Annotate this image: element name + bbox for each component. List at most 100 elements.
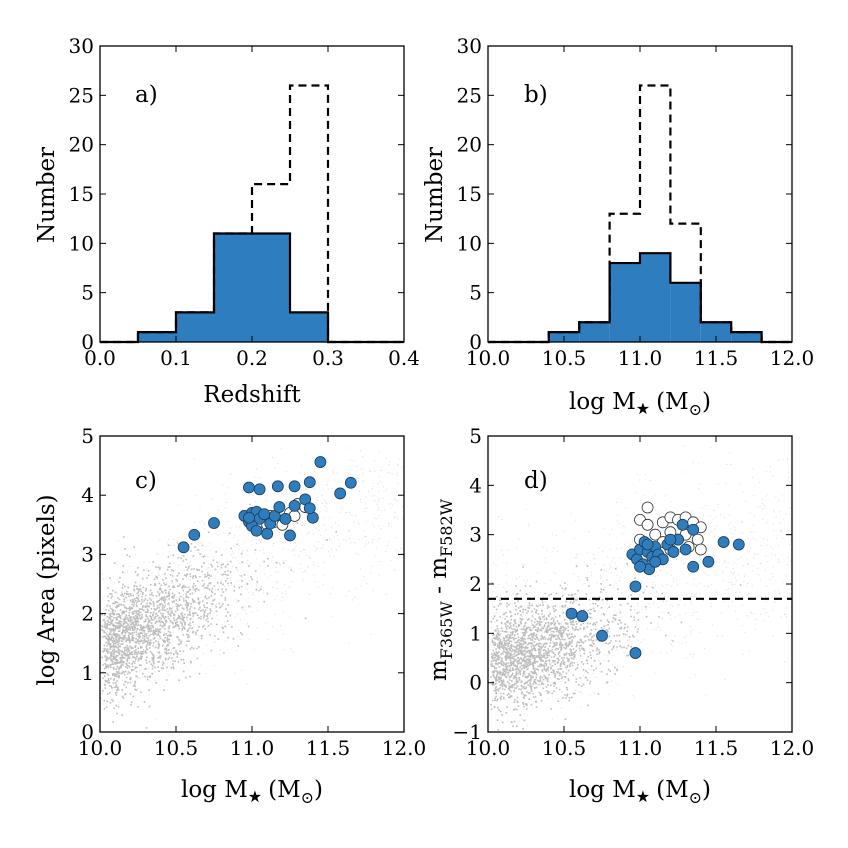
- sun-symbol: ⊙: [301, 788, 314, 807]
- open-point: [649, 528, 662, 541]
- x-tick-label: 0.4: [388, 346, 420, 370]
- panel-a-ticks: 0.0 0.1 0.2 0.3 0.4 0 5 10 15 20 25 30: [69, 34, 420, 370]
- sparse-cloud: [100, 447, 404, 720]
- x-tick-label: 11.0: [618, 346, 663, 370]
- panel-c-ylabel: log Area (pixels): [34, 494, 60, 685]
- data-point: [243, 511, 255, 524]
- data-point: [273, 501, 286, 513]
- histogram-bar: [609, 263, 640, 342]
- panel-b-ticks: 10.0 10.5 11.0 11.5 12.0 0 5 10 15 20 25 30: [457, 34, 815, 370]
- y-tick-label: 5: [469, 281, 482, 305]
- x-tick-label: 12.0: [382, 736, 427, 760]
- histogram-bar: [138, 332, 176, 342]
- data-point: [629, 580, 642, 593]
- data-point: [732, 538, 745, 551]
- x-tick-label: 12.0: [770, 736, 815, 760]
- data-point: [702, 555, 715, 568]
- y-tick-label: 30: [457, 34, 482, 58]
- y-tick-label: 10: [457, 231, 482, 255]
- color-m1: m: [426, 659, 452, 681]
- panel-d-ylabel: mF365W - mF582W: [426, 498, 456, 681]
- data-point: [596, 629, 608, 642]
- data-point: [676, 518, 689, 531]
- color-sub-f582w: F582W: [437, 498, 456, 557]
- data-point: [679, 543, 692, 556]
- dense-cloud: [101, 503, 337, 729]
- y-tick-label: 5: [81, 424, 94, 448]
- data-point: [279, 512, 292, 525]
- y-tick-label: 15: [457, 182, 482, 206]
- data-point: [576, 610, 589, 622]
- color-sub-f365w: F365W: [437, 601, 456, 660]
- y-tick-label: 20: [69, 133, 94, 157]
- open-point: [691, 533, 704, 546]
- data-point: [634, 560, 646, 573]
- panel-b-xlabel: log M★ (M⊙): [569, 389, 711, 419]
- sun-symbol: ⊙: [689, 400, 702, 419]
- panel-c-xlabel: log M★ (M⊙): [181, 777, 323, 807]
- data-point: [303, 476, 316, 489]
- y-tick-label: 2: [469, 572, 482, 596]
- data-point: [188, 528, 201, 541]
- y-tick-label: 10: [69, 231, 94, 255]
- panel-a-plot-area: [99, 45, 405, 344]
- panel-a-label: a): [135, 82, 158, 108]
- y-tick-label: 0: [469, 330, 482, 354]
- y-tick-label: 1: [469, 621, 482, 645]
- y-tick-label: 0: [81, 720, 94, 744]
- star-symbol: ★: [248, 787, 262, 806]
- x-tick-label: 10.5: [154, 736, 199, 760]
- x-tick-label: 0.2: [236, 346, 268, 370]
- data-point: [271, 480, 284, 493]
- star-symbol: ★: [636, 787, 650, 806]
- x-tick-label: 0.3: [312, 346, 344, 370]
- data-point: [250, 524, 263, 537]
- y-tick-label: 15: [69, 182, 94, 206]
- histogram-bar: [176, 312, 214, 342]
- x-tick-label: 10.0: [78, 736, 123, 760]
- open-point: [694, 543, 707, 556]
- data-point: [664, 533, 677, 546]
- msun-open: (M: [656, 777, 689, 803]
- open-point: [641, 518, 654, 531]
- x-tick-label: 10.0: [466, 736, 511, 760]
- x-tick-label: 12.0: [770, 346, 815, 370]
- y-tick-label: 25: [69, 83, 94, 107]
- histogram-bar: [579, 322, 610, 342]
- panel-c-ticks: 10.0 10.5 11.0 11.5 12.0 0 1 2 3 4 5: [78, 424, 427, 760]
- data-point: [687, 560, 700, 573]
- data-point: [687, 523, 700, 536]
- panel-d-label: d): [524, 468, 548, 494]
- histogram-bar: [640, 253, 671, 342]
- msun-close: ): [702, 389, 711, 415]
- panel-d-xlabel: log M★ (M⊙): [569, 777, 711, 807]
- data-point: [334, 487, 347, 500]
- dense-cloud: [490, 563, 742, 731]
- y-tick-label: 4: [469, 473, 482, 497]
- panel-d: 10.0 10.5 11.0 11.5 12.0 −1 0 1 2 3 4 5 d) log M★ (M…: [426, 424, 814, 807]
- data-point: [303, 502, 316, 515]
- data-point: [667, 546, 680, 558]
- mass-label: log M: [181, 777, 248, 803]
- histogram-bar: [731, 332, 762, 342]
- y-tick-label: 2: [81, 602, 94, 626]
- data-point: [641, 538, 654, 551]
- x-tick-label: 11.0: [618, 736, 663, 760]
- histogram-bar: [290, 312, 328, 342]
- star-symbol: ★: [636, 399, 650, 418]
- y-tick-label: 30: [69, 34, 94, 58]
- panel-d-ticks: 10.0 10.5 11.0 11.5 12.0 −1 0 1 2 3 4 5: [453, 424, 815, 760]
- y-tick-label: 4: [81, 483, 94, 507]
- data-point: [288, 499, 301, 512]
- panel-a-xlabel: Redshift: [203, 382, 301, 408]
- color-minus-m: - m: [426, 557, 452, 601]
- y-tick-label: 25: [457, 83, 482, 107]
- data-point: [565, 607, 578, 620]
- data-point: [261, 527, 274, 540]
- y-tick-label: 3: [469, 523, 482, 547]
- msun-open: (M: [268, 777, 301, 803]
- panel-b-ylabel: Number: [422, 147, 448, 243]
- x-tick-label: 11.5: [694, 346, 739, 370]
